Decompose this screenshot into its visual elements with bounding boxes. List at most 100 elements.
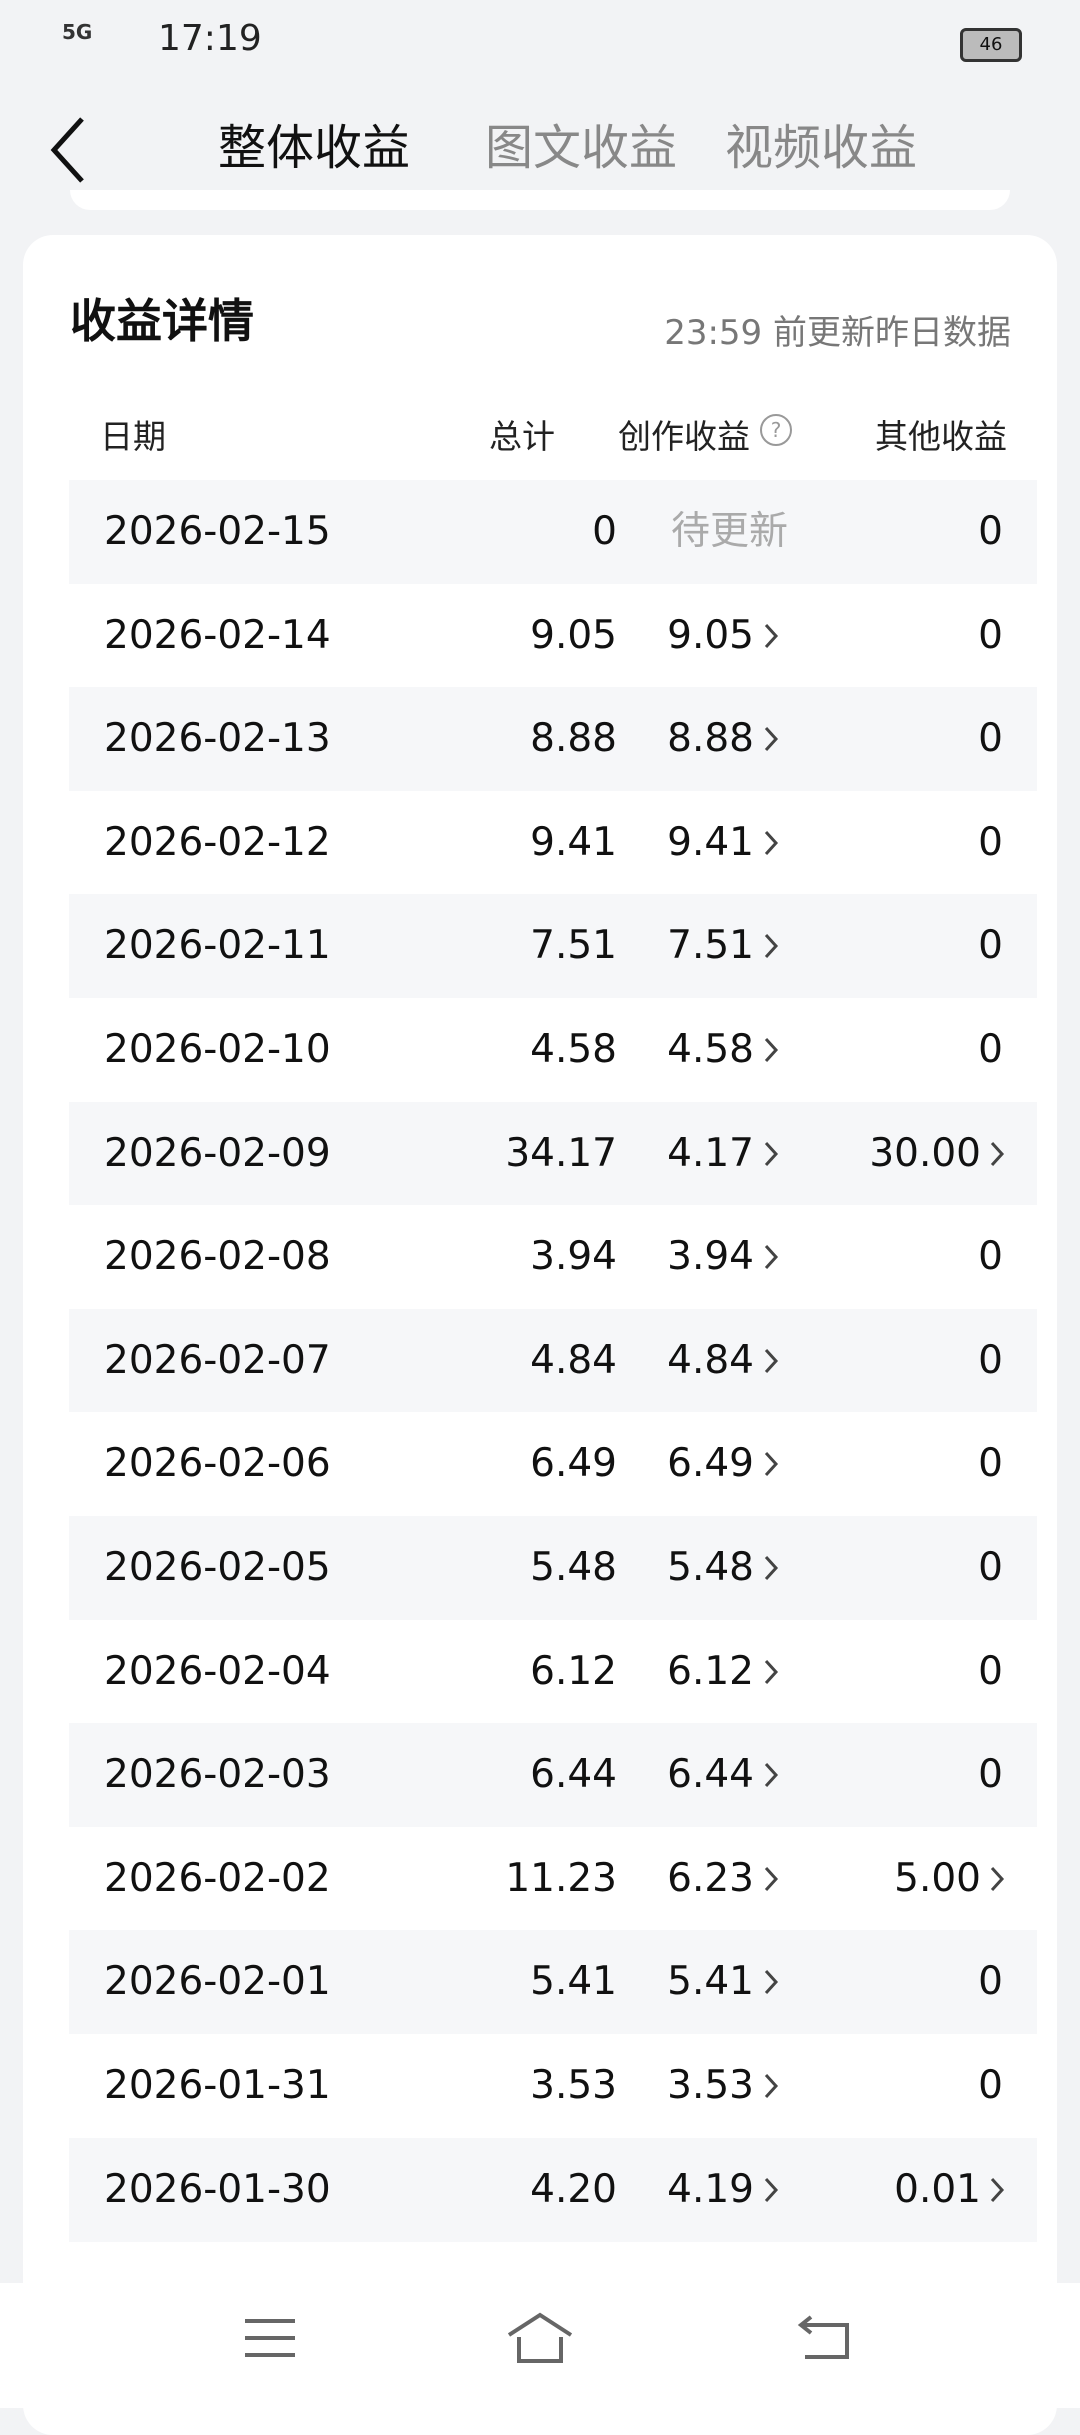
other-income: 0	[978, 1648, 1003, 1694]
table-row[interactable]: 2026-02-08 3.94 3.94 0	[69, 1205, 1037, 1310]
total: 0	[592, 509, 617, 554]
creation-income: 4.17	[667, 1130, 754, 1176]
home-button[interactable]	[505, 2311, 575, 2365]
creation-income: 4.84	[667, 1337, 754, 1383]
other-income: 0	[978, 612, 1003, 658]
table-row[interactable]: 2026-02-02 11.23 6.23 5.00	[69, 1826, 1037, 1931]
table-row[interactable]: 2026-02-09 34.17 4.17 30.00	[69, 1101, 1037, 1206]
table-row[interactable]: 2026-02-01 5.41 5.41 0	[69, 1930, 1037, 2035]
creation-income: 6.44	[667, 1752, 754, 1798]
total: 5.41	[530, 1959, 617, 2005]
creation-income: 待更新	[670, 509, 788, 554]
tab[interactable]: 视频收益	[725, 120, 918, 176]
total: 4.20	[530, 2166, 617, 2212]
back-button[interactable]	[48, 115, 88, 185]
chevron	[764, 1348, 779, 1373]
date: 2026-02-14	[104, 612, 331, 658]
chevron	[764, 1037, 779, 1063]
tab[interactable]: 整体收益	[218, 120, 411, 176]
other-income: 0	[978, 509, 1003, 554]
table-row[interactable]: 2026-02-14 9.05 9.05 0	[69, 583, 1037, 688]
other-income: 0	[978, 1959, 1003, 2005]
date: 2026-02-05	[104, 1545, 331, 1590]
creation-income: 7.51	[667, 923, 754, 969]
total: 7.51	[530, 923, 617, 969]
chevron	[764, 1970, 779, 1995]
date: 2026-02-02	[104, 1855, 331, 1901]
chevron	[764, 830, 779, 855]
total: 4.84	[530, 1337, 617, 1383]
section-title: 收益详情	[70, 294, 254, 348]
return-button[interactable]	[795, 2313, 855, 2363]
network: 5G	[62, 20, 93, 44]
table-row[interactable]: 2026-02-03 6.44 6.44 0	[69, 1723, 1037, 1828]
total: 4.58	[530, 1027, 617, 1072]
column-header: 创作收益	[618, 417, 750, 456]
header: 5G 17:19 46 整体收益 图文收益 视频收益	[0, 0, 1080, 210]
chevron	[764, 1866, 779, 1891]
creation-income: 9.05	[667, 612, 754, 658]
total: 11.23	[505, 1855, 617, 1901]
table-row[interactable]: 2026-01-30 4.20 4.19 0.01	[69, 2137, 1037, 2242]
chevron	[764, 934, 779, 959]
other-income: 0	[978, 1337, 1003, 1383]
chevron	[764, 2177, 779, 2202]
help-icon[interactable]: ?	[760, 414, 792, 446]
date: 2026-02-06	[104, 1441, 331, 1487]
card-edge	[70, 190, 1010, 210]
update-note: 23:59 前更新昨日数据	[664, 313, 1011, 353]
chevron	[990, 1141, 1005, 1166]
table-row[interactable]: 2026-02-06 6.49 6.49 0	[69, 1412, 1037, 1517]
chevron	[764, 727, 779, 752]
total: 9.41	[530, 819, 617, 865]
tab[interactable]: 图文收益	[485, 120, 678, 176]
table-row[interactable]: 2026-02-07 4.84 4.84 0	[69, 1308, 1037, 1413]
table-row[interactable]: 2026-02-10 4.58 4.58 0	[69, 998, 1037, 1102]
table-row[interactable]: 2026-02-11 7.51 7.51 0	[69, 894, 1037, 999]
total: 6.12	[530, 1648, 617, 1694]
creation-income: 6.49	[667, 1441, 754, 1487]
total: 3.53	[530, 2063, 617, 2108]
table-row[interactable]: 2026-02-04 6.12 6.12 0	[69, 1619, 1037, 1724]
other-income: 0	[978, 716, 1003, 762]
date: 2026-02-01	[104, 1959, 331, 2005]
total: 9.05	[530, 612, 617, 658]
column-header: 日期	[100, 417, 166, 456]
other-income: 0	[978, 1027, 1003, 1072]
date: 2026-02-04	[104, 1648, 331, 1694]
other-income: 0	[978, 1752, 1003, 1798]
total: 5.48	[530, 1545, 617, 1590]
date: 2026-01-30	[104, 2166, 331, 2212]
creation-income: 4.58	[667, 1027, 754, 1072]
chevron	[764, 623, 779, 648]
date: 2026-02-15	[104, 509, 331, 554]
chevron	[764, 1555, 779, 1581]
creation-income: 3.53	[667, 2063, 754, 2108]
nav-bar	[0, 2283, 1080, 2408]
date: 2026-02-08	[104, 1234, 331, 1280]
chevron	[990, 2177, 1005, 2202]
chevron	[764, 1245, 779, 1270]
date: 2026-02-11	[104, 923, 331, 969]
date: 2026-02-09	[104, 1130, 331, 1176]
other-income: 30.00	[869, 1130, 981, 1176]
other-income: 0	[978, 819, 1003, 865]
table-row[interactable]: 2026-01-31 3.53 3.53 0	[69, 2034, 1037, 2138]
creation-income: 6.12	[667, 1648, 754, 1694]
creation-income: 6.23	[667, 1855, 754, 1901]
date: 2026-02-13	[104, 716, 331, 762]
other-income: 0	[978, 923, 1003, 969]
other-income: 0	[978, 1545, 1003, 1590]
table-row[interactable]: 2026-02-13 8.88 8.88 0	[69, 687, 1037, 792]
creation-income: 8.88	[667, 716, 754, 762]
date: 2026-02-12	[104, 819, 331, 865]
clock: 17:19	[158, 18, 262, 59]
column-header: 其他收益	[875, 417, 1007, 456]
menu-button[interactable]	[240, 2313, 300, 2363]
chevron	[764, 1763, 779, 1788]
chevron	[764, 1659, 779, 1684]
chevron	[764, 2073, 779, 2099]
table-row[interactable]: 2026-02-12 9.41 9.41 0	[69, 790, 1037, 895]
table-row[interactable]: 2026-02-05 5.48 5.48 0	[69, 1516, 1037, 1620]
